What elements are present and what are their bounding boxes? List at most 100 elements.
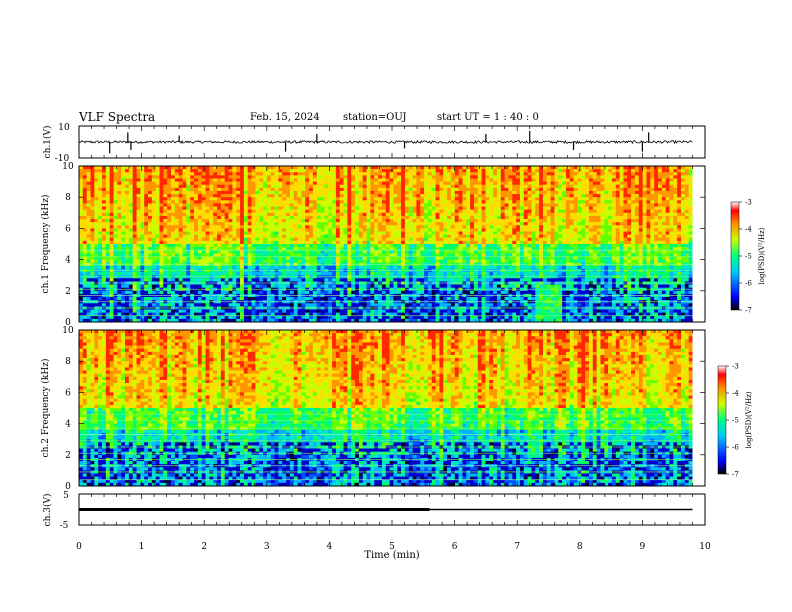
spectrogram-cell (673, 209, 678, 214)
spectrogram-cell (343, 212, 348, 217)
spectrogram-cell (297, 212, 302, 217)
spectrogram-cell (243, 212, 248, 217)
spectrogram-cell (174, 219, 179, 223)
spectrogram-cell (374, 253, 379, 257)
spectrogram-cell (500, 175, 505, 179)
spectrogram-cell (213, 206, 218, 210)
spectrogram-cell (125, 190, 130, 195)
spectrogram-cell (542, 219, 548, 223)
spectrogram-cell (420, 184, 425, 189)
spectrogram-cell (485, 190, 490, 195)
spectrogram-cell (94, 259, 99, 264)
spectrogram-cell (408, 219, 413, 223)
spectrogram-cell (117, 212, 122, 217)
spectrogram-cell (347, 240, 352, 245)
spectrogram-cell (485, 225, 490, 229)
spectrogram-cell (665, 172, 670, 176)
spectrogram-cell (569, 253, 574, 257)
spectrogram-cell (251, 178, 256, 182)
spectrogram-cell (404, 215, 410, 220)
spectrogram-cell (393, 237, 398, 242)
spectrogram-cell (98, 178, 103, 182)
spectrogram-cell (86, 234, 91, 239)
spectrogram-cell (148, 190, 153, 195)
spectrogram-cell (677, 190, 682, 195)
spectrogram-cell (263, 215, 268, 220)
spectrogram-cell (128, 247, 133, 251)
spectrogram-cell (305, 175, 310, 179)
spectrogram-cell (213, 175, 218, 179)
spectrogram-cell (121, 222, 126, 226)
spectrogram-cell (320, 169, 325, 173)
spectrogram-cell (447, 194, 452, 198)
spectrogram-cell (608, 187, 613, 192)
spectrogram-cell (500, 184, 505, 189)
spectrogram-cell (523, 197, 528, 201)
spectrogram-cell (259, 215, 264, 220)
spectrogram-cell (247, 197, 252, 201)
spectrogram-cell (339, 190, 344, 195)
spectrogram-cell (324, 178, 329, 182)
spectrogram-cell (228, 200, 233, 204)
spectrogram-cell (638, 203, 643, 207)
spectrogram-cell (374, 194, 379, 198)
spectrogram-cell (420, 219, 425, 223)
spectrogram-cell (611, 178, 617, 182)
spectrogram-cell (282, 190, 287, 195)
spectrogram-cell (332, 184, 337, 189)
spectrogram-cell (347, 197, 352, 201)
spectrogram-cell (121, 250, 126, 254)
spectrogram-cell (489, 222, 494, 226)
spectrogram-cell (312, 250, 318, 254)
spectrogram-cell (270, 215, 275, 220)
spectrogram-cell (454, 219, 459, 223)
spectrogram-cell (205, 240, 210, 245)
spectrogram-cell (358, 181, 364, 186)
spectrogram-cell (642, 237, 647, 242)
spectrogram-cell (462, 175, 467, 179)
spectrogram-cell (136, 215, 141, 220)
spectrogram-cell (266, 215, 272, 220)
spectrogram-cell (615, 169, 620, 173)
spectrogram-cell (144, 203, 149, 207)
spectrogram-cell (274, 200, 279, 204)
spectrogram-cell (677, 194, 682, 198)
spectrogram-cell (186, 247, 191, 251)
spectrogram-cell (251, 247, 256, 251)
spectrogram-cell (558, 178, 563, 182)
spectrogram-cell (320, 240, 325, 245)
spectrogram-cell (680, 209, 686, 214)
spectrogram-cell (374, 175, 379, 179)
spectrogram-cell (228, 206, 233, 210)
spectrogram-cell (401, 237, 406, 242)
spectrogram-cell (539, 206, 544, 210)
spectrogram-cell (117, 187, 122, 192)
spectrogram-cell (320, 203, 325, 207)
spectrogram-cell (458, 187, 463, 192)
spectrogram-cell (592, 250, 597, 254)
spectrogram-cell (113, 166, 118, 170)
spectrogram-cell (151, 259, 156, 264)
spectrogram-cell (90, 197, 95, 201)
spectrogram-cell (408, 184, 413, 189)
spectrogram-cell (217, 253, 222, 257)
spectrogram-cell (546, 240, 551, 245)
spectrogram-cell (638, 175, 643, 179)
spectrogram-cell (305, 247, 310, 251)
spectrogram-cell (343, 237, 348, 242)
spectrogram-cell (190, 184, 195, 189)
spectrogram-cell (412, 181, 417, 186)
spectrogram-cell (485, 172, 490, 176)
spectrogram-cell (646, 194, 651, 198)
spectrogram-cell (650, 184, 655, 189)
spectrogram-cell (293, 187, 298, 192)
spectrogram-cell (316, 212, 321, 217)
spectrogram-cell (623, 166, 628, 170)
spectrogram-cell (558, 187, 563, 192)
spectrogram-cell (328, 206, 333, 210)
spectrogram-cell (608, 166, 613, 170)
spectrogram-cell (654, 190, 659, 195)
spectrogram-cell (527, 219, 532, 223)
spectrogram-cell (523, 231, 528, 235)
